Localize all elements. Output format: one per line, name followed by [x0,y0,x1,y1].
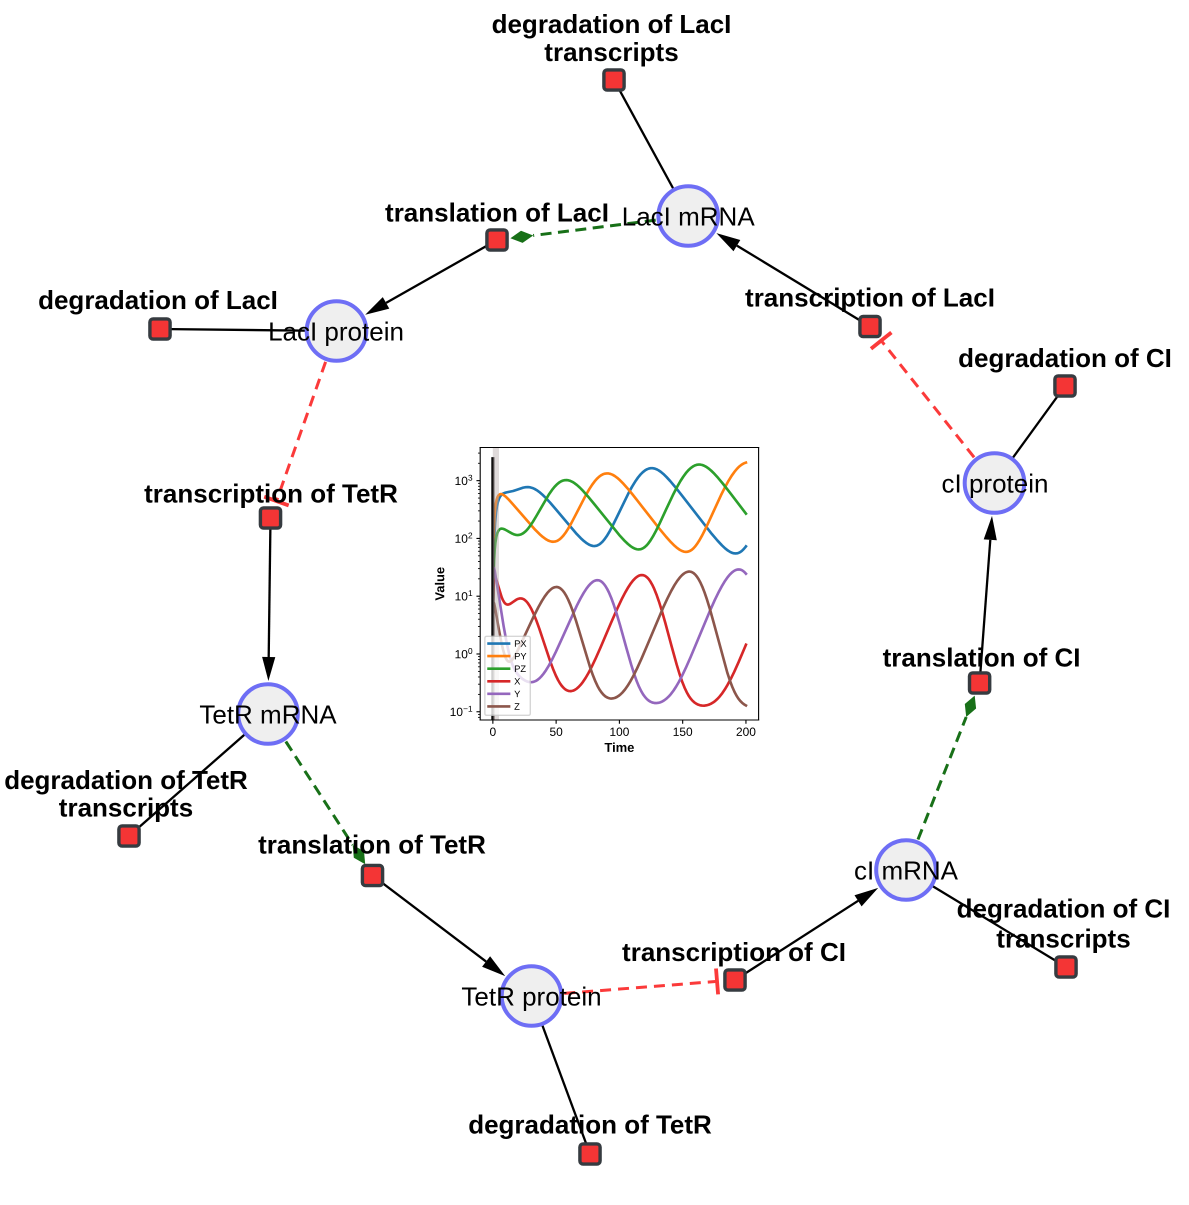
svg-text:degradation of CI: degradation of CI [957,894,1171,924]
svg-text:LacI mRNA: LacI mRNA [622,202,756,232]
svg-text:cI mRNA: cI mRNA [854,856,959,886]
svg-text:translation of TetR: translation of TetR [258,830,486,860]
svg-text:degradation of LacI: degradation of LacI [38,285,278,315]
svg-text:degradation of CI: degradation of CI [958,343,1172,373]
svg-text:transcripts: transcripts [996,924,1130,954]
svg-text:translation of LacI: translation of LacI [385,198,609,228]
svg-text:transcription of TetR: transcription of TetR [144,479,398,509]
svg-text:degradation of LacI: degradation of LacI [492,9,732,39]
svg-text:LacI protein: LacI protein [268,317,404,347]
svg-text:TetR mRNA: TetR mRNA [199,700,337,730]
svg-text:degradation of TetR: degradation of TetR [468,1110,712,1140]
svg-text:transcripts: transcripts [59,793,193,823]
svg-text:transcripts: transcripts [544,37,678,67]
svg-text:transcription of CI: transcription of CI [622,937,846,967]
svg-text:translation of CI: translation of CI [883,643,1081,673]
svg-text:TetR protein: TetR protein [461,982,601,1012]
svg-text:cI protein: cI protein [942,469,1049,499]
svg-text:degradation of TetR: degradation of TetR [4,765,248,795]
svg-text:transcription of LacI: transcription of LacI [745,283,995,313]
